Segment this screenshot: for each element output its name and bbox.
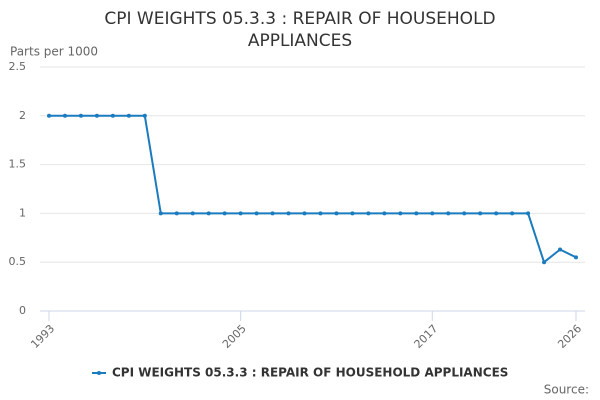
point bbox=[542, 260, 547, 265]
point bbox=[94, 113, 99, 118]
chart-title: CPI WEIGHTS 05.3.3 : REPAIR OF HOUSEHOLD… bbox=[104, 9, 496, 51]
point bbox=[462, 211, 467, 216]
point bbox=[110, 113, 115, 118]
x-tick-label: 1993 bbox=[28, 322, 57, 351]
point bbox=[238, 211, 243, 216]
point bbox=[78, 113, 83, 118]
y-tick-label: 2.5 bbox=[9, 60, 27, 73]
point bbox=[478, 211, 483, 216]
point bbox=[302, 211, 307, 216]
point bbox=[382, 211, 387, 216]
legend-marker bbox=[97, 371, 101, 375]
point bbox=[62, 113, 67, 118]
point bbox=[350, 211, 355, 216]
point bbox=[494, 211, 499, 216]
point bbox=[334, 211, 339, 216]
point bbox=[158, 211, 163, 216]
point bbox=[174, 211, 179, 216]
point bbox=[286, 211, 291, 216]
x-tick-label: 2005 bbox=[220, 322, 249, 351]
point bbox=[254, 211, 259, 216]
point bbox=[574, 255, 578, 260]
point bbox=[126, 113, 131, 118]
x-tick-label: 2017 bbox=[412, 322, 441, 351]
point bbox=[414, 211, 419, 216]
point bbox=[510, 211, 515, 216]
y-axis-label: Parts per 1000 bbox=[10, 45, 98, 59]
point bbox=[190, 211, 195, 216]
point bbox=[270, 211, 275, 216]
point bbox=[558, 247, 563, 252]
source: Source: bbox=[544, 383, 589, 397]
point bbox=[526, 211, 531, 216]
point bbox=[366, 211, 371, 216]
point bbox=[446, 211, 451, 216]
point bbox=[430, 211, 435, 216]
point bbox=[318, 211, 323, 216]
point bbox=[47, 113, 51, 118]
y-tick-label: 1 bbox=[19, 206, 26, 219]
point bbox=[222, 211, 227, 216]
line bbox=[49, 114, 577, 264]
y-tick-label: 1.5 bbox=[9, 158, 27, 171]
point bbox=[398, 211, 403, 216]
point bbox=[142, 113, 147, 118]
x-tick-label: 2026 bbox=[555, 322, 584, 351]
point bbox=[206, 211, 211, 216]
y-tick-label: 0 bbox=[19, 304, 26, 317]
legend-label: CPI WEIGHTS 05.3.3 : REPAIR OF HOUSEHOLD… bbox=[112, 366, 508, 380]
y-tick-label: 2 bbox=[19, 109, 26, 122]
y-tick-label: 0.5 bbox=[9, 255, 27, 268]
